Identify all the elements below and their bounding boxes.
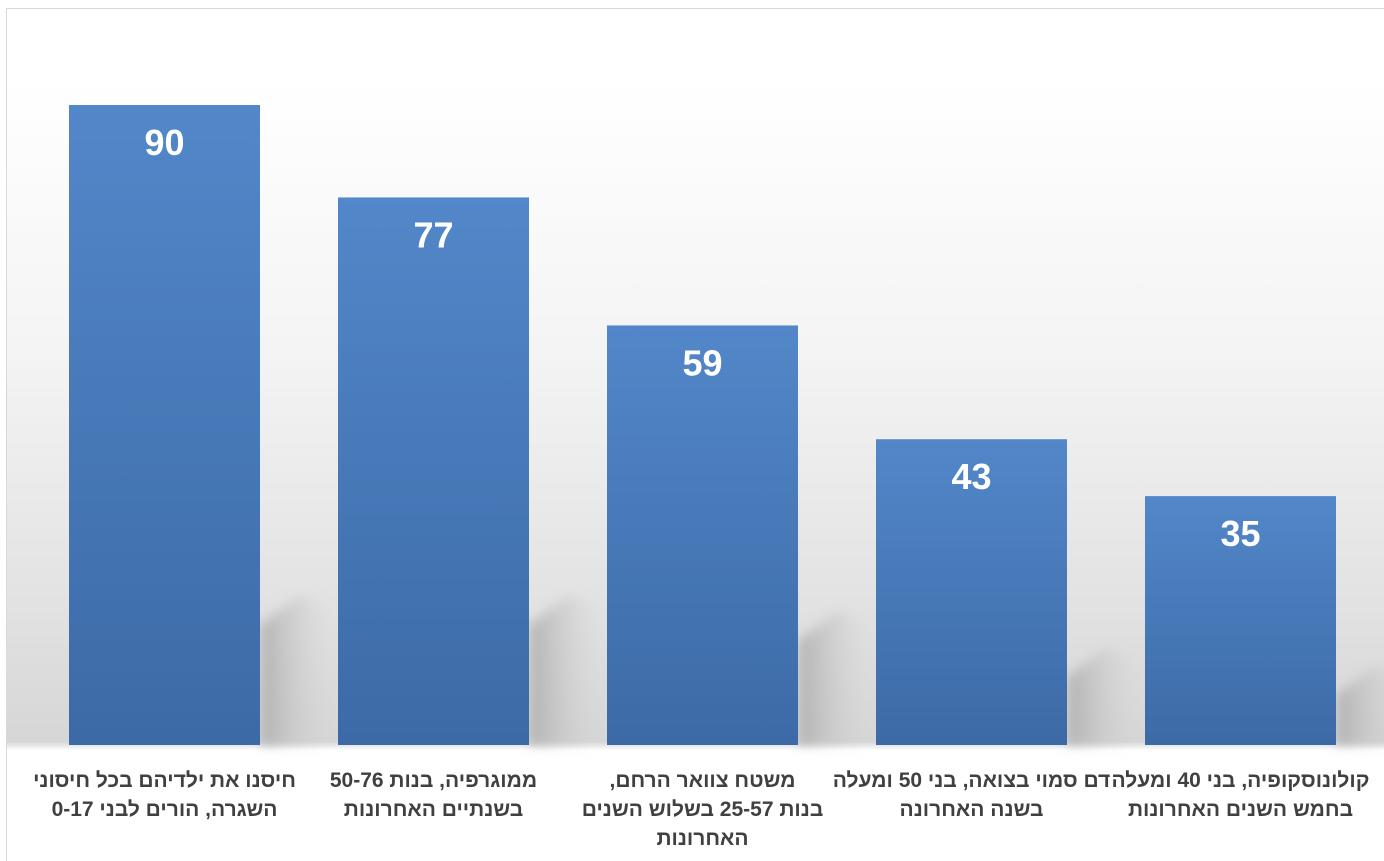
bar — [338, 197, 529, 745]
bar-shadow — [260, 595, 335, 745]
category-label-line: בנות 25-57 בשלוש השנים — [582, 798, 824, 821]
category-label: ממוגרפיה, בנות 50-76 בשנתיים האחרונות — [330, 769, 537, 821]
bar — [607, 325, 798, 745]
bar-value-label: 35 — [1220, 513, 1260, 554]
category-labels: חיסנו את ילדיהם בכל חיסוני השגרה, הורים ל… — [33, 769, 1369, 850]
category-label: חיסנו את ילדיהם בכל חיסוני השגרה, הורים ל… — [33, 769, 296, 821]
bar-value-label: 90 — [144, 122, 184, 163]
bars — [69, 105, 1336, 745]
bar-shadows — [260, 595, 1384, 745]
bar-value-labels: 90 77 59 43 35 — [144, 122, 1260, 554]
bar-value-label: 59 — [682, 342, 722, 383]
category-label-line: בשנה האחרונה — [900, 798, 1044, 821]
category-label-line: ממוגרפיה, בנות 50-76 — [330, 769, 537, 792]
category-label-line: השגרה, הורים לבני 0-17 — [52, 798, 278, 821]
bar — [69, 105, 260, 745]
category-label-line: האחרונות — [656, 827, 748, 850]
category-label: דם סמוי בצואה, בני 50 ומעלה בשנה האחרונה — [833, 769, 1111, 821]
category-label-line: חיסנו את ילדיהם בכל חיסוני — [33, 769, 296, 792]
category-label-line: בחמש השנים האחרונות — [1128, 798, 1353, 821]
bar-shadow — [1067, 647, 1142, 745]
bar-shadow — [798, 610, 873, 745]
bar-shadow — [1336, 665, 1384, 745]
bar — [1145, 496, 1336, 745]
category-label: משטח צוואר הרחם, בנות 25-57 בשלוש השנים הא… — [582, 769, 824, 850]
bar-shadow — [529, 595, 604, 745]
bar-value-label: 77 — [413, 214, 453, 255]
category-label: קולונוסקופיה, בני 40 ומעלה בחמש השנים האח… — [1111, 769, 1369, 821]
category-label-line: דם סמוי בצואה, בני 50 ומעלה — [833, 769, 1111, 792]
category-label-line: משטח צוואר הרחם, — [610, 769, 796, 792]
bar — [876, 439, 1067, 745]
category-label-line: קולונוסקופיה, בני 40 ומעלה — [1111, 769, 1369, 792]
bar-value-label: 43 — [951, 456, 991, 497]
category-label-line: בשנתיים האחרונות — [344, 798, 523, 821]
